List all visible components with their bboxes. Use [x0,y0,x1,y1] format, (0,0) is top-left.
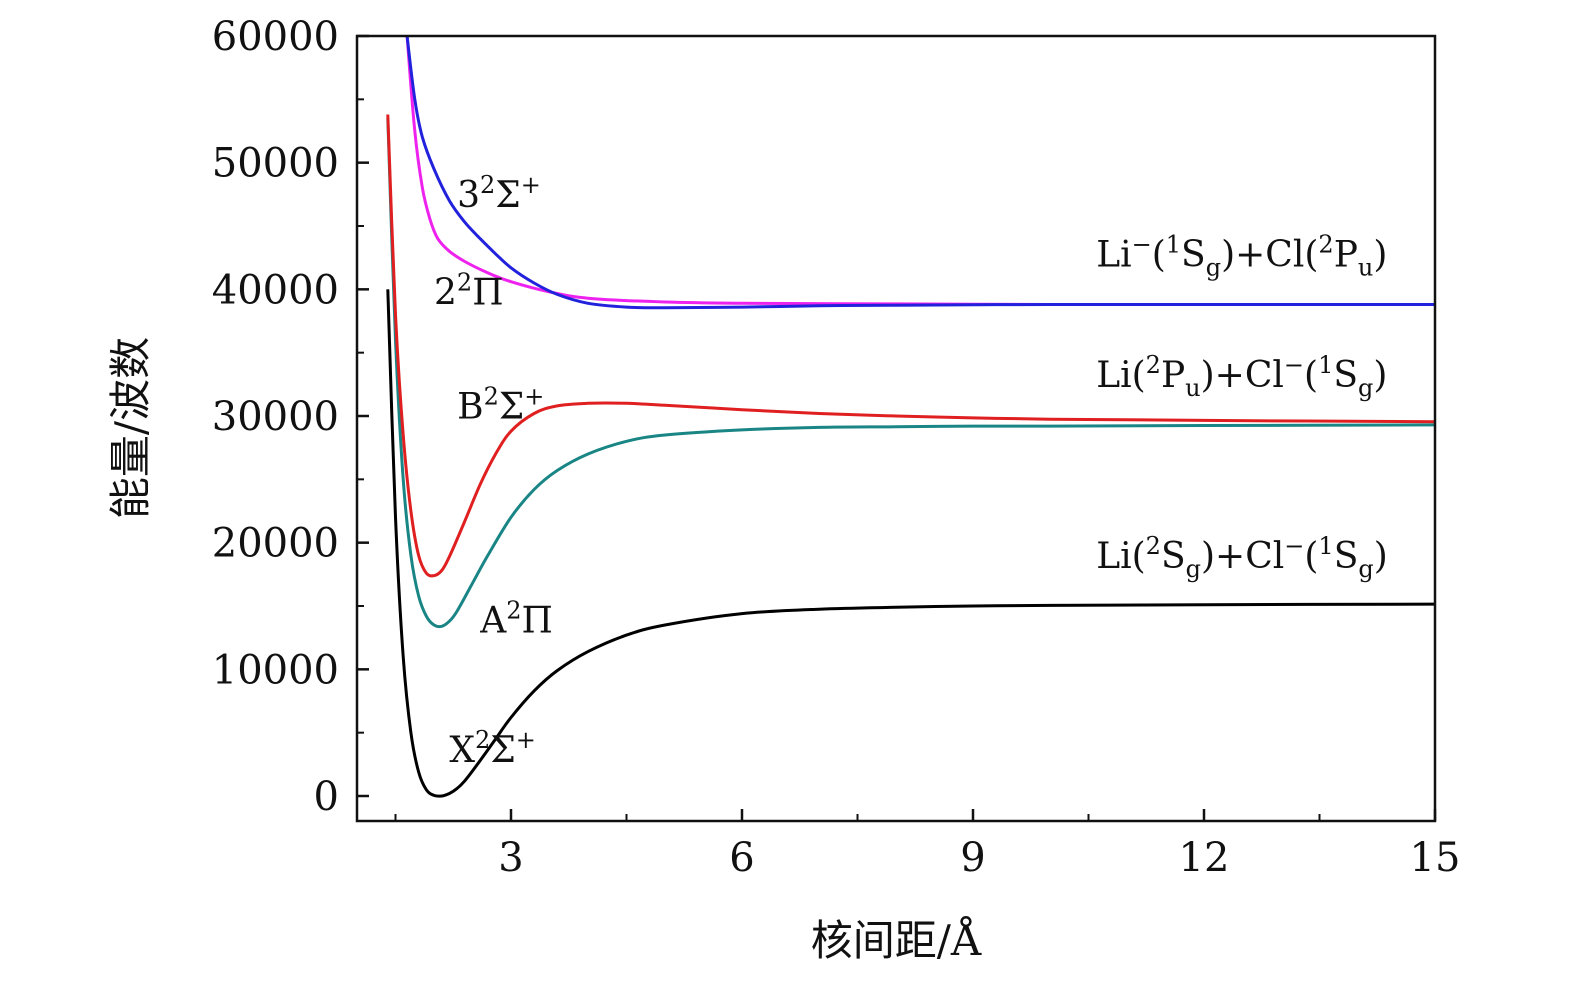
asymptote-label-li-minus-cl: Li−(1Sg)+Cl(2Pu) [1096,231,1387,282]
curve-label-a2pi: A2Π [479,597,553,642]
x-tick-label: 12 [1179,835,1230,881]
series-layer [386,36,1435,798]
x-tick-label: 15 [1410,835,1461,881]
series-line-4 [405,36,1435,310]
y-tick-label: 30000 [212,394,339,440]
curve-label-b2sigma: B2Σ+ [457,383,544,428]
y-axis-title: 能量/波数 [106,337,155,519]
plot-frame [355,34,1437,823]
x-axis-title: 核间距/Å [811,915,982,965]
curve-label-2-2pi: 22Π [434,269,504,314]
y-tick-label: 10000 [212,647,339,693]
y-tick-label: 50000 [212,141,339,187]
x-tick-label: 9 [960,835,985,881]
asymptote-label-li2p-cl-minus: Li(2Pu)+Cl−(1Sg) [1096,351,1387,402]
y-tick-label: 20000 [212,521,339,567]
curve-label-x2sigma: X2Σ+ [449,726,535,771]
y-tick-label: 60000 [212,14,339,60]
y-tick-label: 40000 [212,267,339,313]
ticks-layer [357,34,1437,821]
x-tick-label: 6 [729,835,754,881]
y-tick-label: 0 [314,774,339,820]
series-line-0 [386,289,1435,798]
series-line-2 [386,114,1435,578]
asymptote-label-li2s-cl-minus: Li(2Sg)+Cl−(1Sg) [1096,532,1388,583]
labels-layer: 3 6 9 12 15 0 10000 20000 30000 40000 50000 60000 [212,14,1461,881]
series-line-1 [386,118,1435,629]
annotations-layer: X2Σ+ A2Π B2Σ+ 22Π 32Σ+ Li−(1Sg)+Cl(2Pu) Li(2Pu… [434,171,1388,771]
x-tick-label: 3 [498,835,523,881]
curve-label-3-2sigma: 32Σ+ [457,171,541,216]
